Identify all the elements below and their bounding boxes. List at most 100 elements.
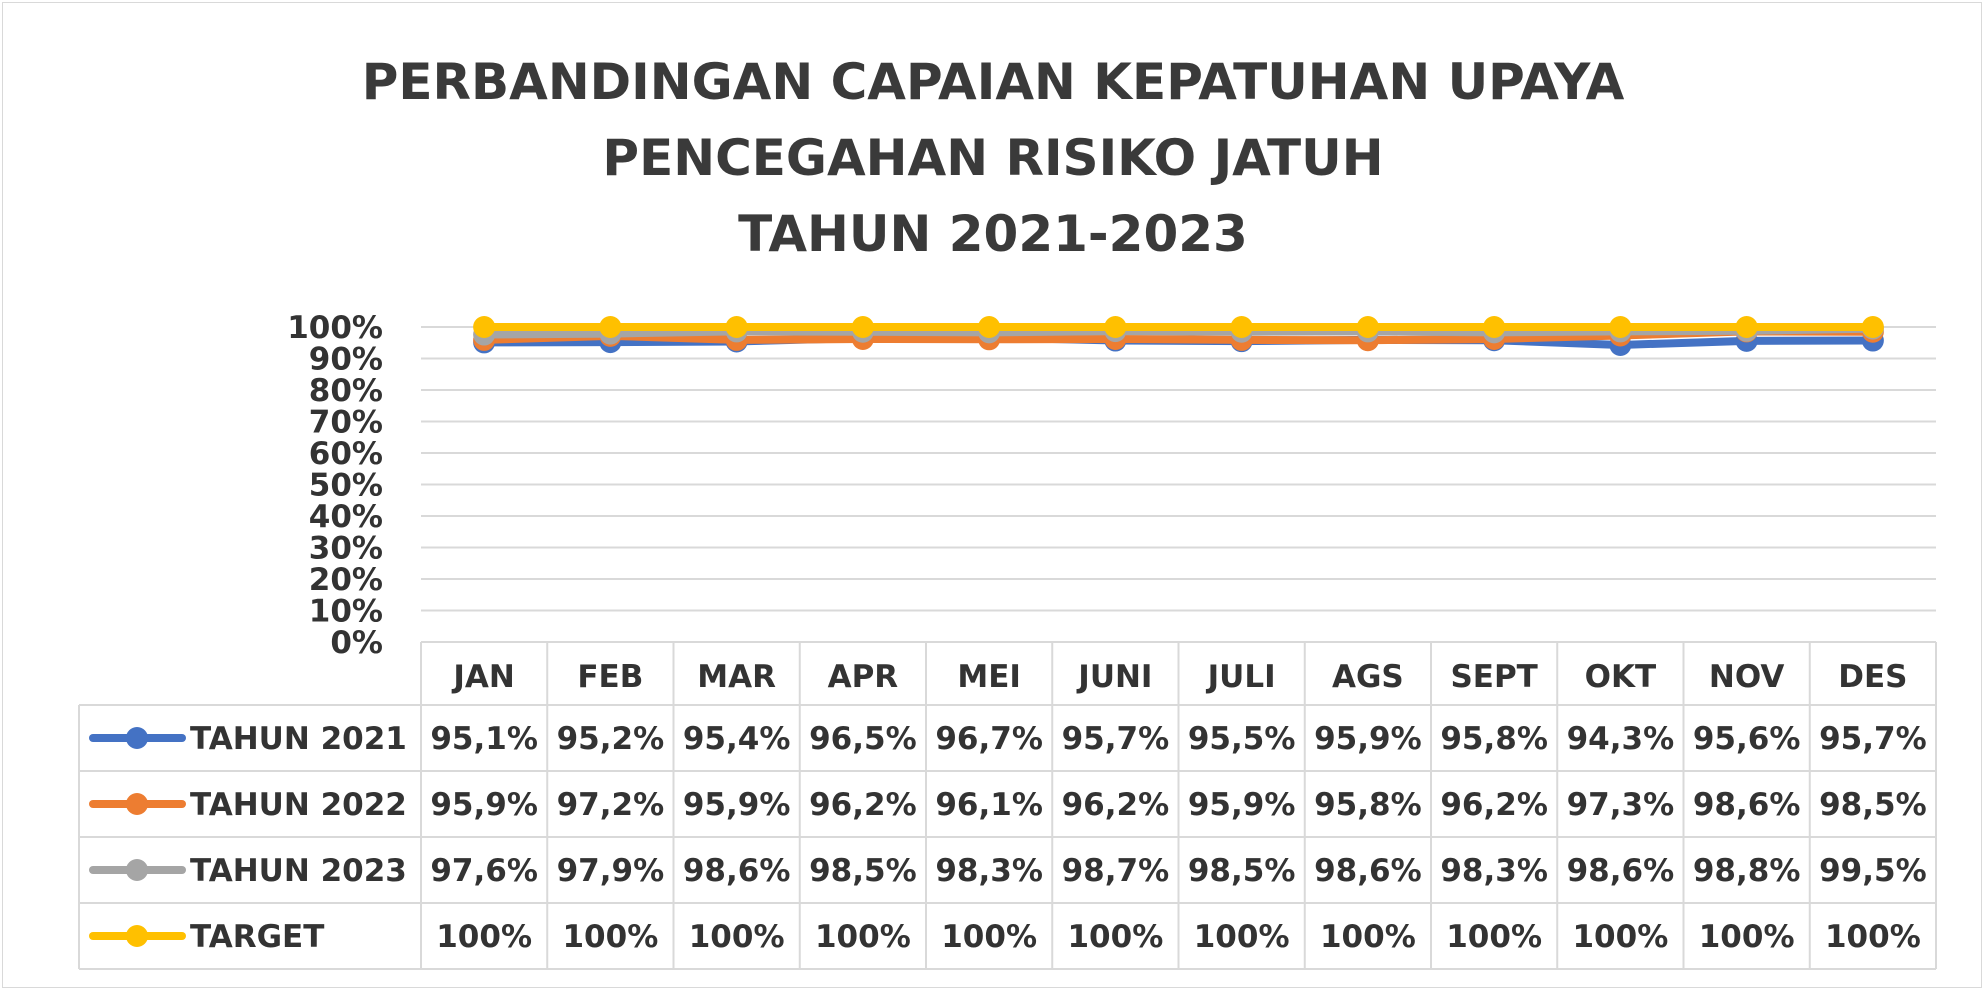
series-target-value-ags: 100% xyxy=(1320,919,1416,955)
series-tahun-2022-value-feb: 97,2% xyxy=(557,787,665,823)
series-target-point-des xyxy=(1861,316,1884,338)
y-tick-label: 40% xyxy=(309,499,383,535)
series-tahun-2021-value-okt: 94,3% xyxy=(1567,721,1675,757)
series-tahun-2021-value-mar: 95,4% xyxy=(683,721,791,757)
category-label-juni: JUNI xyxy=(1076,659,1152,695)
series-target-value-mar: 100% xyxy=(689,919,785,955)
series-tahun-2021-value-juli: 95,5% xyxy=(1188,721,1296,757)
series-target-point-sept xyxy=(1483,316,1506,338)
series-tahun-2023-value-juni: 98,7% xyxy=(1062,853,1170,889)
series-tahun-2022-value-sept: 96,2% xyxy=(1440,787,1548,823)
category-label-ags: AGS xyxy=(1332,659,1404,695)
series-tahun-2023-value-nov: 98,8% xyxy=(1693,853,1801,889)
series-tahun-2021-value-sept: 95,8% xyxy=(1440,721,1548,757)
category-label-des: DES xyxy=(1838,659,1907,695)
series-tahun-2021-legend-marker xyxy=(126,727,148,749)
category-label-okt: OKT xyxy=(1585,659,1657,695)
y-tick-label: 50% xyxy=(309,468,383,504)
y-tick-label: 0% xyxy=(330,625,383,661)
series-tahun-2021-value-feb: 95,2% xyxy=(557,721,665,757)
series-tahun-2022-value-jan: 95,9% xyxy=(430,787,538,823)
series-target-value-juli: 100% xyxy=(1194,919,1290,955)
y-tick-label: 100% xyxy=(287,310,383,346)
series-tahun-2023-value-apr: 98,5% xyxy=(809,853,917,889)
series-tahun-2023-value-sept: 98,3% xyxy=(1440,853,1548,889)
series-tahun-2022-value-des: 98,5% xyxy=(1819,787,1927,823)
series-target-value-sept: 100% xyxy=(1446,919,1542,955)
series-tahun-2021-value-des: 95,7% xyxy=(1819,721,1927,757)
chart-title-line-3: TAHUN 2021-2023 xyxy=(738,205,1248,263)
y-tick-label: 60% xyxy=(309,436,383,472)
series-tahun-2023-value-juli: 98,5% xyxy=(1188,853,1296,889)
series-tahun-2022-value-juni: 96,2% xyxy=(1062,787,1170,823)
category-label-juli: JULI xyxy=(1206,659,1276,695)
series-target-point-jan xyxy=(473,316,496,338)
chart-title-line-1: PERBANDINGAN CAPAIAN KEPATUHAN UPAYA xyxy=(361,53,1625,111)
series-tahun-2022-legend-marker xyxy=(126,793,148,815)
series-target-value-apr: 100% xyxy=(815,919,911,955)
series-target-point-juli xyxy=(1230,316,1253,338)
y-tick-label: 10% xyxy=(309,594,383,630)
series-tahun-2022-value-juli: 95,9% xyxy=(1188,787,1296,823)
chart-title: PERBANDINGAN CAPAIAN KEPATUHAN UPAYA PEN… xyxy=(0,44,1986,272)
series-tahun-2023-legend-marker xyxy=(126,859,148,881)
category-label-mar: MAR xyxy=(697,659,776,695)
category-label-jan: JAN xyxy=(451,659,514,695)
series-tahun-2022-value-apr: 96,2% xyxy=(809,787,917,823)
series-tahun-2021-value-apr: 96,5% xyxy=(809,721,917,757)
series-target-point-nov xyxy=(1735,316,1758,338)
series-target-value-nov: 100% xyxy=(1699,919,1795,955)
series-tahun-2023-row-name: TAHUN 2023 xyxy=(190,853,407,889)
y-tick-label: 20% xyxy=(309,562,383,598)
series-target-value-mei: 100% xyxy=(941,919,1037,955)
y-axis-tick-labels: 0%10%20%30%40%50%60%70%80%90%100% xyxy=(287,310,383,661)
series-tahun-2023-line xyxy=(484,324,1873,339)
category-label-mei: MEI xyxy=(957,659,1021,695)
series-tahun-2023-value-des: 99,5% xyxy=(1819,853,1927,889)
category-label-feb: FEB xyxy=(577,659,643,695)
series-tahun-2022-row-name: TAHUN 2022 xyxy=(190,787,407,823)
series-tahun-2021-value-jan: 95,1% xyxy=(430,721,538,757)
series-tahun-2022-value-mei: 96,1% xyxy=(935,787,1043,823)
series-tahun-2022-value-okt: 97,3% xyxy=(1567,787,1675,823)
category-label-sept: SEPT xyxy=(1450,659,1537,695)
series-tahun-2021-value-ags: 95,9% xyxy=(1314,721,1422,757)
series-tahun-2023-value-jan: 97,6% xyxy=(430,853,538,889)
y-tick-label: 70% xyxy=(309,405,383,441)
series-tahun-2022-value-ags: 95,8% xyxy=(1314,787,1422,823)
series-target-point-mei xyxy=(978,316,1001,338)
series-tahun-2021-value-nov: 95,6% xyxy=(1693,721,1801,757)
category-label-apr: APR xyxy=(828,659,899,695)
series-tahun-2021-row-name: TAHUN 2021 xyxy=(190,721,407,757)
series-target-point-ags xyxy=(1356,316,1379,338)
y-tick-label: 80% xyxy=(309,373,383,409)
series-target-value-okt: 100% xyxy=(1572,919,1668,955)
y-tick-label: 90% xyxy=(309,342,383,378)
series-tahun-2023-value-mar: 98,6% xyxy=(683,853,791,889)
series-tahun-2023-value-ags: 98,6% xyxy=(1314,853,1422,889)
series-lines xyxy=(473,316,1884,356)
series-target-point-juni xyxy=(1104,316,1127,338)
data-table: JAN FEB MAR APR MEI JUNI JULI AGS SEPT OKT NOV DES T… xyxy=(78,641,1937,970)
series-tahun-2022-value-mar: 95,9% xyxy=(683,787,791,823)
series-tahun-2023-value-mei: 98,3% xyxy=(935,853,1043,889)
series-target-point-apr xyxy=(851,316,874,338)
series-tahun-2023-value-okt: 98,6% xyxy=(1567,853,1675,889)
series-tahun-2023-value-feb: 97,9% xyxy=(557,853,665,889)
y-tick-label: 30% xyxy=(309,531,383,567)
series-tahun-2021-value-juni: 95,7% xyxy=(1062,721,1170,757)
series-tahun-2022-value-nov: 98,6% xyxy=(1693,787,1801,823)
series-target-value-feb: 100% xyxy=(562,919,658,955)
gridlines xyxy=(421,326,1936,612)
series-tahun-2021-value-mei: 96,7% xyxy=(935,721,1043,757)
series-target-point-okt xyxy=(1609,316,1632,338)
series-target-point-mar xyxy=(725,316,748,338)
series-target-legend-marker xyxy=(126,925,148,947)
series-target-value-des: 100% xyxy=(1825,919,1921,955)
series-target-value-juni: 100% xyxy=(1067,919,1163,955)
series-target-row-name: TARGET xyxy=(190,919,324,955)
category-label-nov: NOV xyxy=(1709,659,1784,695)
chart-title-line-2: PENCEGAHAN RISIKO JATUH xyxy=(602,129,1384,187)
